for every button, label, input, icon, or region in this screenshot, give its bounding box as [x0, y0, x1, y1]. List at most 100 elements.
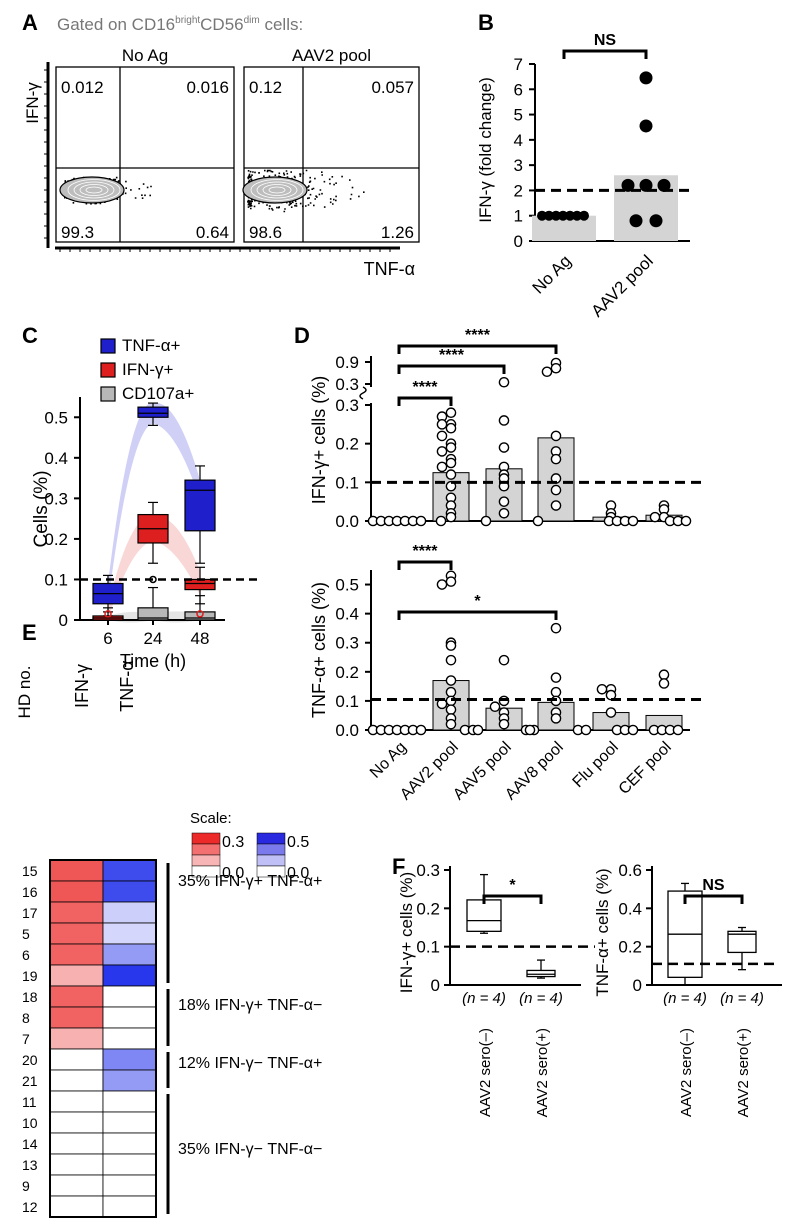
- heatmap-column-label: TNF-α: [117, 660, 137, 711]
- panel-f-y-tick-label: 0: [431, 976, 440, 995]
- panel-c-y-tick-label: 0.2: [44, 530, 68, 549]
- heatmap-cell: [49, 1153, 104, 1176]
- panel-b-x-tick-label: No Ag: [529, 251, 575, 297]
- heatmap-cell: [49, 859, 104, 882]
- heatmap-row-label: 15: [22, 863, 38, 879]
- quadrant-value-upper-left: 0.12: [249, 78, 282, 97]
- heatmap-row-label: 6: [22, 947, 30, 963]
- heatmap-row-label: 10: [22, 1115, 38, 1131]
- density-contour: [59, 176, 125, 204]
- quadrant-value-upper-right: 0.057: [371, 78, 414, 97]
- sig-aav8-tnf-label: *: [474, 593, 481, 610]
- panel-c-x-tick-label: 6: [103, 629, 112, 648]
- panel-c-y-tick-label: 0: [59, 611, 68, 630]
- panel-d-top-chart: IFN-γ+ cells (%)0.00.10.20.30.90.3 ******…: [309, 327, 705, 531]
- panel-f-y-tick-label: 0.2: [618, 938, 642, 957]
- box: [137, 406, 169, 418]
- heatmap-row-label: 14: [22, 1136, 38, 1152]
- density-contour-ring: [256, 181, 298, 199]
- trend-band: [108, 516, 200, 620]
- panel-f-significance-bracket: [482, 894, 543, 904]
- heatmap-cell: [102, 859, 157, 882]
- data-point: [445, 469, 457, 480]
- data-point: [550, 484, 562, 496]
- panel-b-y-tick-label: 1: [514, 207, 523, 226]
- legend-label: IFN-γ+: [122, 360, 174, 379]
- sig-aav2-bracket: [397, 396, 453, 406]
- panel-b-y-tick-label: 3: [514, 156, 523, 175]
- data-point: [680, 515, 692, 527]
- sig-aav2-label: ****: [413, 379, 439, 396]
- panel-f-x-tick-label: AAV2 sero(+): [534, 1028, 551, 1117]
- heatmap-cell: [49, 964, 104, 987]
- density-contour-ring: [67, 179, 121, 201]
- flow-plot-title: AAV2 pool: [292, 46, 371, 65]
- heatmap-row-label: 8: [22, 1010, 30, 1026]
- panel-c-x-label: Time (h): [120, 651, 186, 671]
- data-point: [639, 178, 653, 192]
- heatmap-row-label: 9: [22, 1178, 30, 1194]
- flow-plot-frame: [243, 66, 420, 243]
- heatmap-cell: [102, 1153, 157, 1176]
- panel-b-chart: IFN-γ (fold change) 0 1 2 3 4 5 6 7 NS No Ag AAV2 p…: [476, 32, 690, 321]
- data-point: [498, 654, 510, 666]
- data-point: [498, 718, 510, 730]
- panel-d-y-tick-label: 0.3: [335, 634, 359, 653]
- group-label: 35% IFN-γ+ TNF-α+: [178, 873, 322, 890]
- data-point: [550, 713, 562, 724]
- legend-swatch: [100, 386, 116, 402]
- data-point: [572, 210, 582, 221]
- panel-label-d: D: [294, 323, 310, 348]
- heatmap-cell: [102, 1027, 157, 1050]
- sig-aav2-tnf-bracket: [397, 560, 453, 570]
- data-point: [657, 178, 671, 192]
- panel-f-y-tick-label: 0.4: [618, 899, 642, 918]
- data-point: [580, 724, 592, 736]
- density-contour-ring: [250, 179, 304, 201]
- outlier: [104, 610, 112, 618]
- panel-d-x-tick-label: No Ag: [367, 739, 410, 782]
- heatmap-row-label: 16: [22, 884, 38, 900]
- panel-a-flow-plots: IFN-γ TNF-α No Ag 0.012 0.016 99.3 0.64 AAV2 po…: [23, 46, 420, 279]
- heatmap-cell: [102, 1048, 157, 1071]
- data-point: [596, 683, 608, 695]
- panel-f-x-tick-label: AAV2 sero(–): [678, 1028, 695, 1117]
- sig-aav5-label: ****: [439, 347, 465, 364]
- data-point: [649, 214, 663, 228]
- panel-d-bottom-y-label: TNF-α+ cells (%): [309, 582, 329, 718]
- heatmap-cell: [102, 922, 157, 945]
- sig-aav8-label: ****: [465, 327, 491, 344]
- quadrant-value-lower-right: 1.26: [381, 223, 414, 242]
- quadrant-value-lower-left: 99.3: [61, 223, 94, 242]
- data-point: [658, 669, 670, 681]
- heatmap-row-label: 11: [22, 1094, 37, 1110]
- data-point: [445, 640, 457, 651]
- data-point: [550, 362, 562, 374]
- panel-e-heatmap: HD no. IFN-γ TNF-α 15 16 17 5 6 19 18 8 7 20 21 11 10 14…: [15, 660, 322, 1218]
- heatmap-cell: [102, 1006, 157, 1029]
- box: [466, 899, 502, 932]
- data-point: [436, 446, 448, 457]
- panel-f-significance-label: NS: [702, 877, 725, 894]
- heatmap-cell: [102, 985, 157, 1008]
- data-point: [550, 686, 562, 698]
- panel-f-x-tick-label: AAV2 sero(+): [735, 1028, 752, 1117]
- n-label: (n = 4): [663, 990, 707, 1007]
- panel-label-c: C: [22, 323, 38, 348]
- data-point: [551, 210, 561, 221]
- panel-f-y-tick-label: 0.1: [416, 938, 440, 957]
- legend-label: TNF-α+: [122, 336, 181, 355]
- heatmap-row-label: 19: [22, 968, 38, 984]
- data-point: [445, 407, 457, 419]
- data-point: [445, 422, 457, 434]
- scale-min: 0.0: [222, 865, 244, 882]
- heatmap-cell: [49, 943, 104, 966]
- heatmap-row-header: HD no.: [15, 666, 34, 719]
- group-label: 35% IFN-γ− TNF-α−: [178, 1141, 322, 1158]
- data-point: [605, 707, 617, 718]
- heatmap-cell: [102, 1069, 157, 1092]
- outlier: [196, 610, 204, 618]
- heatmap-row-label: 17: [22, 905, 38, 921]
- panel-d-y-tick-label: 0.2: [335, 663, 359, 682]
- data-point: [415, 515, 427, 527]
